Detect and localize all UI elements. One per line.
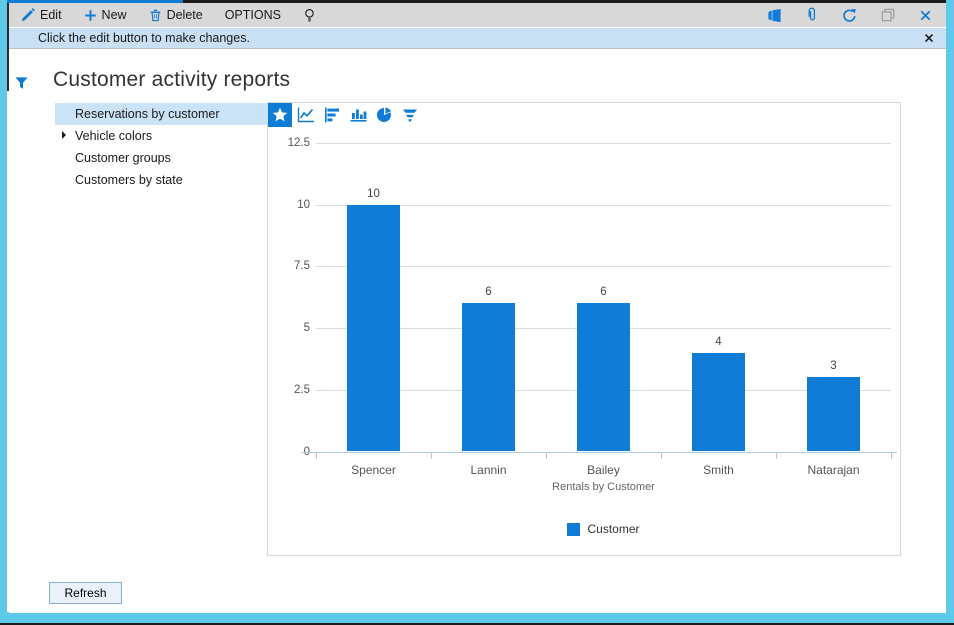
x-axis-category-label: Lannin xyxy=(470,462,507,477)
trash-icon xyxy=(149,8,162,22)
window-content: Edit New Delete OPTIONS xyxy=(9,3,946,613)
window-left-border xyxy=(0,0,7,625)
legend-label: Customer xyxy=(587,522,640,536)
lightbulb-icon xyxy=(303,8,316,23)
y-axis-tick-label: 10 xyxy=(297,198,310,211)
bar-smith[interactable] xyxy=(692,352,745,452)
x-axis-category-label: Spencer xyxy=(351,462,396,477)
command-bar-right-icons xyxy=(767,7,932,23)
close-icon[interactable] xyxy=(919,9,932,22)
report-item-label: Customers by state xyxy=(75,173,183,187)
paperclip-icon[interactable] xyxy=(806,7,818,23)
options-menu-label: OPTIONS xyxy=(224,8,281,22)
pie-chart-icon[interactable] xyxy=(372,103,396,127)
bar-chart-horizontal-icon[interactable] xyxy=(320,103,344,127)
filter-funnel-icon xyxy=(14,76,29,95)
plus-icon xyxy=(84,9,97,22)
x-axis-title: Rentals by Customer xyxy=(552,481,655,493)
y-axis-tick-label: 7.5 xyxy=(294,260,310,273)
window-right-border xyxy=(946,0,954,625)
pencil-icon xyxy=(21,8,35,22)
y-axis-tick-label: 5 xyxy=(303,322,310,335)
chart-panel: Rentals by Customer Customer 02.557.5101… xyxy=(267,102,901,556)
line-chart-icon[interactable] xyxy=(294,103,318,127)
funnel-chart-icon[interactable] xyxy=(398,103,422,127)
bar-lannin[interactable] xyxy=(462,303,515,452)
options-menu[interactable]: OPTIONS xyxy=(225,8,281,22)
x-axis-tick xyxy=(431,452,432,459)
window-bottom-border xyxy=(0,612,954,623)
report-item-label: Reservations by customer xyxy=(75,107,220,121)
edit-button-label: Edit xyxy=(40,8,62,22)
page-title: Customer activity reports xyxy=(53,68,291,91)
chart-legend: Customer xyxy=(316,522,891,536)
report-item-reservations-by-customer[interactable]: Reservations by customer xyxy=(55,103,267,125)
refresh-button[interactable]: Refresh xyxy=(49,582,122,604)
bar-spencer[interactable] xyxy=(347,204,400,452)
chevron-right-icon[interactable] xyxy=(62,131,66,139)
y-axis-tick-label: 2.5 xyxy=(294,383,310,396)
y-gridline xyxy=(316,266,891,268)
column-chart-icon[interactable] xyxy=(346,103,370,127)
chart-type-toolbar xyxy=(268,103,422,129)
new-button[interactable]: New xyxy=(84,8,127,22)
refresh-icon[interactable] xyxy=(842,8,857,23)
report-item-label: Customer groups xyxy=(75,151,171,165)
x-axis-tick xyxy=(316,452,317,459)
window-top-edge xyxy=(0,0,954,3)
restore-window-icon[interactable] xyxy=(881,8,895,22)
edit-button[interactable]: Edit xyxy=(21,8,62,22)
window-bottom-edge xyxy=(0,623,954,625)
delete-button[interactable]: Delete xyxy=(149,8,203,22)
bar-bailey[interactable] xyxy=(577,303,630,452)
x-axis-category-label: Natarajan xyxy=(807,462,860,477)
command-bar: Edit New Delete OPTIONS xyxy=(9,3,946,28)
y-axis-tick-label: 12.5 xyxy=(287,137,310,149)
report-item-customer-groups[interactable]: Customer groups xyxy=(55,147,267,169)
bar-natarajan[interactable] xyxy=(807,377,860,452)
delete-button-label: Delete xyxy=(166,8,203,22)
y-gridline xyxy=(316,143,891,144)
favorite-star-icon[interactable] xyxy=(268,103,292,127)
bar-value-label: 6 xyxy=(485,286,492,299)
loading-progress-bar xyxy=(7,0,183,3)
notification-message: Click the edit button to make changes. xyxy=(38,31,250,45)
report-item-customers-by-state[interactable]: Customers by state xyxy=(55,169,267,191)
x-axis-line xyxy=(301,451,897,453)
y-gridline xyxy=(316,204,891,206)
notification-bar: Click the edit button to make changes. xyxy=(9,28,946,49)
office-icon[interactable] xyxy=(767,8,782,23)
window-left-inner-edge xyxy=(7,3,9,91)
bar-value-label: 3 xyxy=(830,360,837,373)
x-axis-tick xyxy=(891,452,892,459)
x-axis-tick xyxy=(661,452,662,459)
bar-chart-plot: Rentals by Customer Customer 02.557.5101… xyxy=(268,103,900,555)
report-item-label: Vehicle colors xyxy=(75,129,153,143)
smart-notifications-button[interactable] xyxy=(303,8,316,23)
notification-close-button[interactable] xyxy=(924,33,934,43)
x-axis-category-label: Smith xyxy=(703,462,734,477)
x-axis-tick xyxy=(546,452,547,459)
page-body: Customer activity reports Reservations b… xyxy=(9,49,946,611)
x-axis-category-label: Bailey xyxy=(587,462,620,477)
legend-swatch xyxy=(567,522,581,536)
bar-value-label: 4 xyxy=(715,335,722,348)
close-icon xyxy=(924,33,934,43)
report-item-vehicle-colors[interactable]: Vehicle colors xyxy=(55,125,267,147)
bar-value-label: 6 xyxy=(600,286,607,299)
report-list: Reservations by customer Vehicle colors … xyxy=(55,103,267,191)
x-axis-tick xyxy=(776,452,777,459)
bar-value-label: 10 xyxy=(367,187,380,200)
new-button-label: New xyxy=(101,8,127,22)
